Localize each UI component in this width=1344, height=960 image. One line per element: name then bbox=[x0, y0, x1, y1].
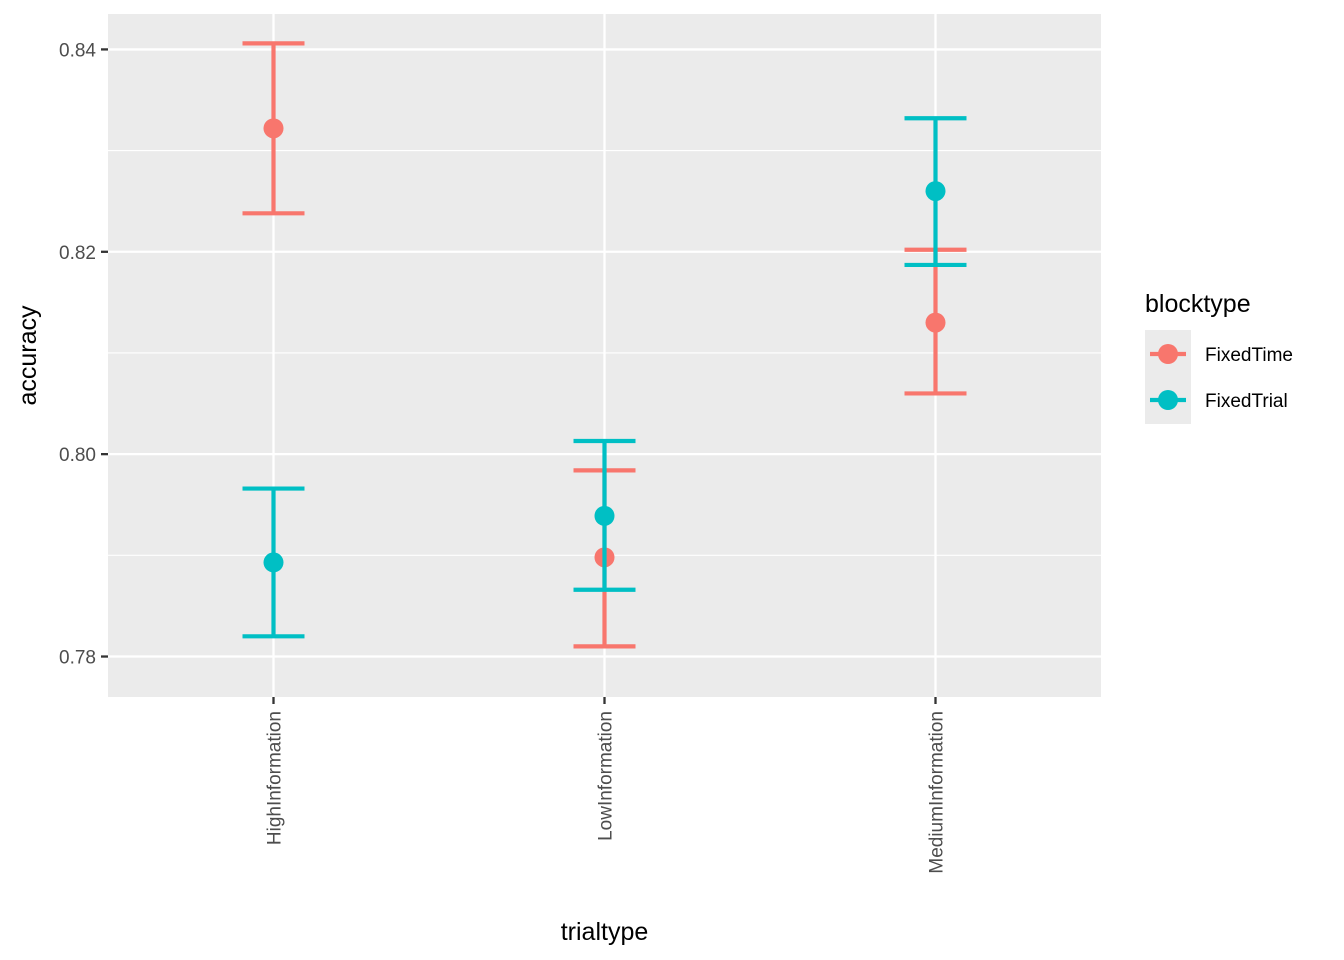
legend-label: FixedTrial bbox=[1205, 391, 1288, 412]
x-tick-label: MediumInformation bbox=[927, 711, 948, 874]
data-point bbox=[263, 552, 284, 573]
data-point bbox=[594, 505, 615, 526]
x-tick-label: LowInformation bbox=[596, 711, 617, 841]
data-point bbox=[925, 181, 946, 202]
y-axis: 0.78 0.80 0.82 0.84 bbox=[59, 40, 108, 669]
legend-key-point bbox=[1158, 390, 1178, 410]
legend-key-point bbox=[1158, 344, 1178, 364]
y-tick-label: 0.80 bbox=[59, 445, 96, 466]
x-tick-label: HighInformation bbox=[265, 711, 286, 845]
data-marks bbox=[242, 41, 967, 649]
y-tick-label: 0.84 bbox=[59, 40, 96, 61]
legend-title: blocktype bbox=[1145, 290, 1251, 318]
legend-label: FixedTime bbox=[1205, 345, 1293, 366]
x-axis: HighInformation LowInformation MediumInfor… bbox=[265, 697, 948, 874]
legend: blocktype FixedTime FixedTrial bbox=[1145, 290, 1293, 424]
x-axis-title: trialtype bbox=[561, 918, 649, 946]
y-tick-label: 0.82 bbox=[59, 243, 96, 264]
data-point bbox=[925, 312, 946, 333]
y-axis-title: accuracy bbox=[14, 305, 42, 406]
y-tick-label: 0.78 bbox=[59, 648, 96, 669]
data-point bbox=[263, 118, 284, 139]
